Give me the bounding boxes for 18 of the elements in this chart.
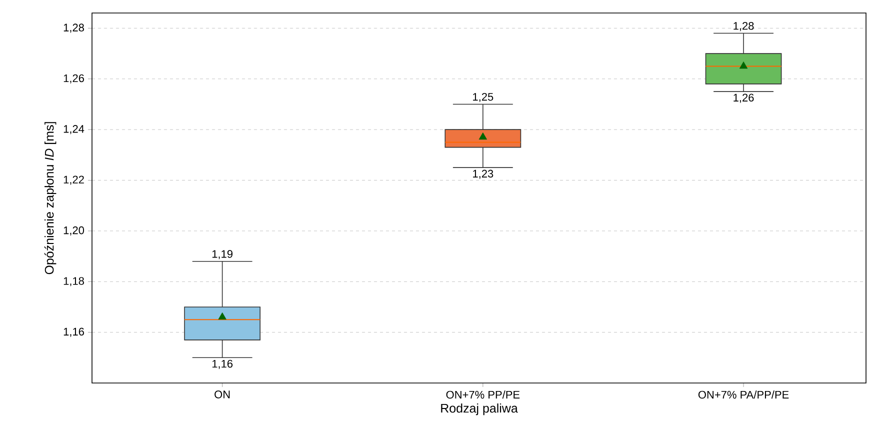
annotation: 1,26	[734, 94, 754, 103]
x-tick-label: ON	[214, 390, 230, 398]
y-tick-label: 1,24	[64, 125, 84, 134]
y-tick-label: 1,20	[64, 226, 84, 236]
annotation: 1,28	[734, 22, 754, 32]
annotation: 1,16	[212, 360, 233, 369]
annotation: 1,23	[473, 170, 494, 179]
y-tick-label: 1,16	[64, 328, 84, 337]
y-tick-label: 1,28	[64, 24, 84, 33]
y-tick-label: 1,26	[64, 74, 84, 84]
annotation: 1,19	[212, 250, 232, 260]
x-tick-label: ON+7% PA/PP/PE	[698, 390, 789, 399]
y-tick-label: 1,22	[64, 176, 84, 185]
x-axis-title: Rodzaj paliwa	[441, 403, 518, 416]
annotation: 1,25	[473, 92, 494, 102]
x-tick-label: ON+7% PP/PE	[446, 390, 520, 399]
y-tick-label: 1,18	[64, 277, 84, 286]
y-axis-title: Opóźnienie zapłonu ID [ms]	[44, 122, 56, 274]
